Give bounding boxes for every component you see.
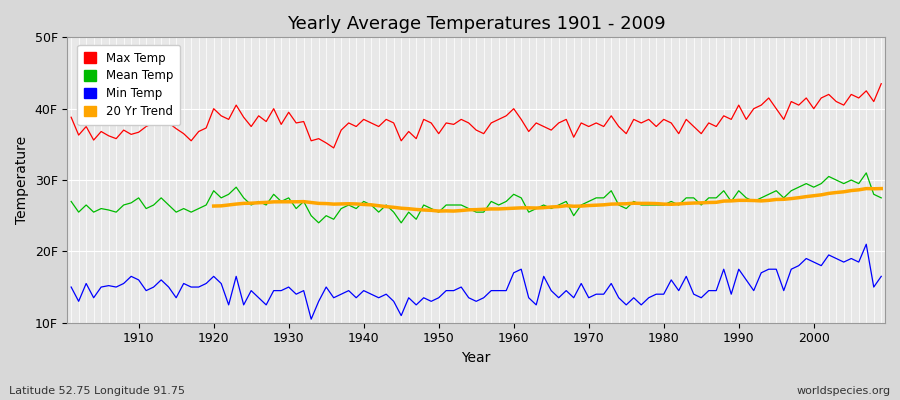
Title: Yearly Average Temperatures 1901 - 2009: Yearly Average Temperatures 1901 - 2009 xyxy=(287,15,665,33)
X-axis label: Year: Year xyxy=(462,351,490,365)
Legend: Max Temp, Mean Temp, Min Temp, 20 Yr Trend: Max Temp, Mean Temp, Min Temp, 20 Yr Tre… xyxy=(77,45,180,125)
Text: worldspecies.org: worldspecies.org xyxy=(796,386,891,396)
Text: Latitude 52.75 Longitude 91.75: Latitude 52.75 Longitude 91.75 xyxy=(9,386,185,396)
Y-axis label: Temperature: Temperature xyxy=(15,136,29,224)
